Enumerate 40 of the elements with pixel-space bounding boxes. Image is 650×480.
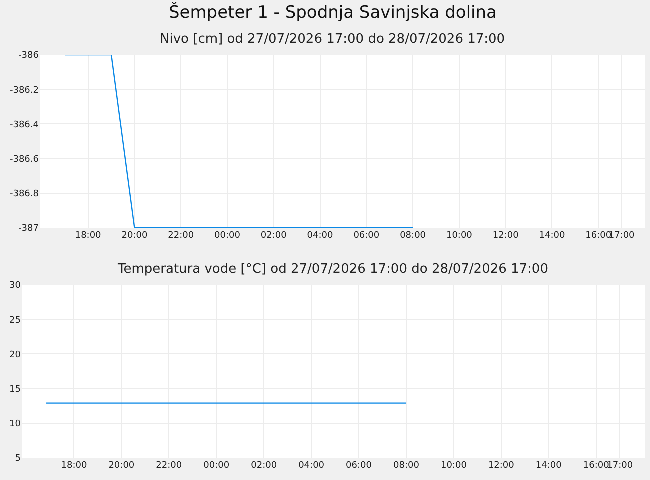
x-tick-label: 12:00 [488, 461, 515, 471]
y-tick-label: 15 [10, 384, 21, 395]
x-tick-label: 00:00 [204, 461, 230, 471]
x-tick-label: 17:00 [607, 461, 634, 471]
x-tick-label: 04:00 [307, 231, 334, 241]
y-tick-label: 10 [10, 420, 22, 430]
chart-title: Temperatura vode [°C] od 27/07/2026 17:00 do 28/07/2026 17:00 [117, 262, 548, 277]
x-tick-label: 08:00 [394, 461, 420, 471]
x-tick-label: 22:00 [156, 461, 182, 471]
x-tick-label: 06:00 [354, 231, 380, 241]
y-tick-label: 25 [10, 316, 21, 326]
y-tick-label: -386.6 [10, 154, 40, 165]
x-tick-label: 18:00 [75, 231, 102, 241]
x-tick-label: 20:00 [108, 461, 135, 471]
x-tick-label: 08:00 [400, 231, 426, 241]
x-tick-label: 06:00 [346, 461, 372, 471]
y-tick-label: -387 [18, 224, 39, 234]
y-tick-label: 5 [15, 454, 21, 464]
x-tick-label: 10:00 [446, 231, 473, 241]
y-tick-label: -386 [18, 51, 40, 62]
y-tick-label: -386.2 [10, 86, 39, 96]
x-tick-label: 18:00 [61, 461, 88, 471]
x-tick-label: 04:00 [298, 461, 325, 471]
x-tick-label: 16:00 [586, 231, 612, 241]
y-tick-label: -386.4 [10, 120, 40, 130]
x-tick-label: 00:00 [214, 231, 241, 241]
y-tick-label: 30 [10, 281, 22, 292]
x-tick-label: 02:00 [260, 231, 288, 241]
x-tick-label: 10:00 [440, 461, 468, 471]
x-tick-label: 20:00 [122, 231, 148, 241]
chart-subtitle: Nivo [cm] od 27/07/2026 17:00 do 28/07/2026 17:00 [160, 32, 506, 47]
x-tick-label: 22:00 [168, 231, 194, 241]
x-tick-label: 14:00 [539, 231, 566, 241]
x-tick-label: 02:00 [251, 461, 278, 471]
y-tick-label: -386.8 [10, 190, 40, 200]
chart-title: Šempeter 1 - Spodnja Savinjska dolina [169, 2, 497, 23]
x-tick-label: 14:00 [536, 461, 562, 471]
x-tick-label: 12:00 [492, 231, 520, 241]
y-tick-label: 20 [10, 350, 22, 360]
x-tick-label: 16:00 [583, 461, 610, 471]
